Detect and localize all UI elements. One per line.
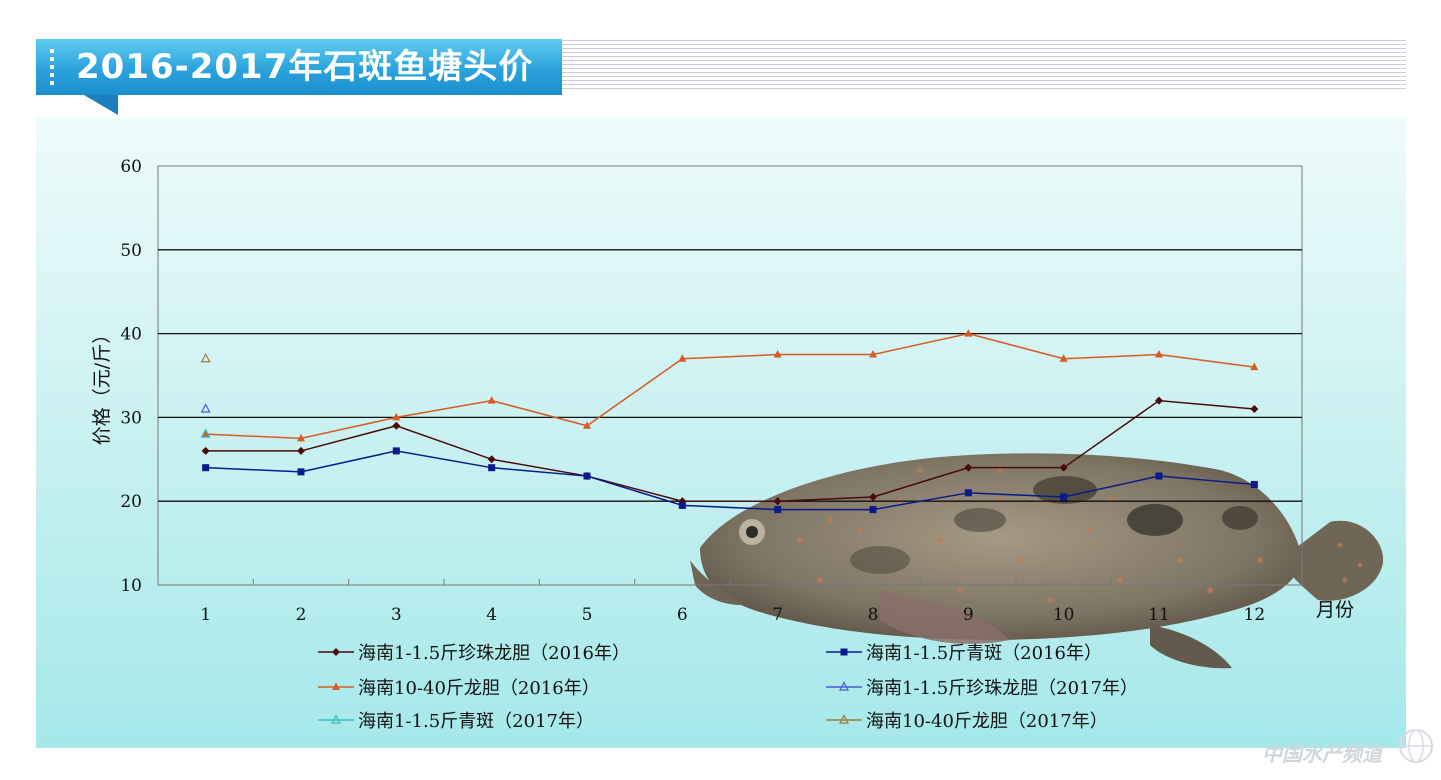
data-point xyxy=(201,446,210,455)
legend-marker xyxy=(839,714,849,724)
data-point xyxy=(1250,480,1258,488)
series-2 xyxy=(202,447,1258,514)
data-point xyxy=(297,446,305,455)
x-tick-label: 12 xyxy=(1244,605,1266,625)
x-tick-label: 11 xyxy=(1148,605,1170,625)
data-point xyxy=(392,447,400,455)
legend-item: 海南10-40斤龙胆（2016年） xyxy=(318,678,600,699)
data-point xyxy=(1155,472,1163,480)
legend-label: 海南10-40斤龙胆（2017年） xyxy=(866,711,1108,732)
legend-label: 海南1-1.5斤珍珠龙胆（2016年） xyxy=(358,643,630,664)
y-tick-label: 60 xyxy=(120,157,142,177)
x-tick-label: 8 xyxy=(868,605,879,625)
data-point xyxy=(201,429,210,438)
data-point xyxy=(488,464,496,472)
title-banner xyxy=(36,39,562,95)
data-point xyxy=(392,421,401,430)
legend-item: 海南1-1.5斤珍珠龙胆（2017年） xyxy=(826,678,1138,699)
data-point xyxy=(297,433,305,442)
legend-item: 海南1-1.5斤青斑（2016年） xyxy=(826,643,1102,664)
data-point xyxy=(773,350,782,358)
data-point xyxy=(1250,362,1259,371)
title-banner-tail xyxy=(84,95,118,115)
data-point xyxy=(773,497,782,506)
data-point xyxy=(200,352,211,363)
legend-marker xyxy=(332,648,340,656)
data-point xyxy=(1060,493,1068,501)
y-tick-label: 50 xyxy=(120,241,142,261)
series-1 xyxy=(201,396,1259,506)
data-point xyxy=(869,506,877,514)
legend-marker xyxy=(332,682,340,690)
data-point xyxy=(200,428,211,438)
x-axis-title: 月份 xyxy=(1316,599,1354,621)
legend-label: 海南1-1.5斤珍珠龙胆（2017年） xyxy=(866,678,1138,699)
x-tick-label: 9 xyxy=(963,605,974,625)
series-3 xyxy=(201,329,1259,442)
series-line xyxy=(205,332,1255,440)
data-point xyxy=(774,506,782,514)
page-title: 2016-2017年石斑鱼塘头价 xyxy=(76,47,534,87)
data-point xyxy=(869,350,877,358)
legend-label: 海南1-1.5斤青斑（2016年） xyxy=(866,643,1102,664)
data-point xyxy=(1155,350,1163,358)
legend-item: 海南1-1.5斤珍珠龙胆（2016年） xyxy=(318,643,630,664)
x-tick-label: 1 xyxy=(200,605,211,625)
data-point xyxy=(964,489,972,497)
legend-marker xyxy=(839,681,849,691)
title-banner-dash xyxy=(50,49,54,85)
data-point xyxy=(964,329,973,337)
x-tick-label: 7 xyxy=(772,605,783,625)
x-tick-label: 10 xyxy=(1053,605,1075,625)
grouper-fish-image xyxy=(690,453,1384,669)
data-point xyxy=(583,472,591,480)
data-point xyxy=(487,455,496,464)
globe-icon xyxy=(1399,729,1433,763)
legend-label: 海南1-1.5斤青斑（2017年） xyxy=(358,711,594,732)
data-point xyxy=(1059,354,1068,362)
legend-marker xyxy=(840,648,848,656)
data-point xyxy=(202,464,210,472)
series-4 xyxy=(200,403,211,413)
legend-item: 海南10-40斤龙胆（2017年） xyxy=(826,711,1108,732)
data-point xyxy=(678,354,687,362)
y-tick-label: 20 xyxy=(120,492,142,512)
x-tick-label: 6 xyxy=(677,605,688,625)
x-tick-label: 5 xyxy=(582,605,593,625)
y-axis-title: 价格（元/斤） xyxy=(91,325,113,445)
data-point xyxy=(487,396,496,404)
series-line xyxy=(205,399,1255,502)
data-point xyxy=(583,421,591,429)
series-line xyxy=(205,450,1255,511)
y-tick-label: 40 xyxy=(120,325,142,345)
x-tick-label: 3 xyxy=(391,605,402,625)
x-tick-label: 4 xyxy=(486,605,497,625)
data-point xyxy=(392,412,401,421)
x-tick-label: 2 xyxy=(296,605,307,625)
data-point xyxy=(200,403,211,413)
watermark-text: 中国水产频道 xyxy=(1262,742,1382,766)
data-point xyxy=(678,501,686,509)
data-point xyxy=(964,463,973,472)
series-6 xyxy=(200,352,211,363)
header-stripes xyxy=(560,40,1406,90)
data-point xyxy=(297,468,305,476)
series-5 xyxy=(200,428,211,438)
legend-marker xyxy=(331,714,341,724)
data-point xyxy=(1155,396,1163,405)
y-tick-label: 10 xyxy=(120,576,142,596)
legend-label: 海南10-40斤龙胆（2016年） xyxy=(358,678,600,699)
data-point xyxy=(1250,405,1259,414)
y-tick-label: 30 xyxy=(120,408,142,428)
data-point xyxy=(869,493,877,502)
legend-item: 海南1-1.5斤青斑（2017年） xyxy=(318,711,594,732)
data-point xyxy=(1059,463,1068,472)
